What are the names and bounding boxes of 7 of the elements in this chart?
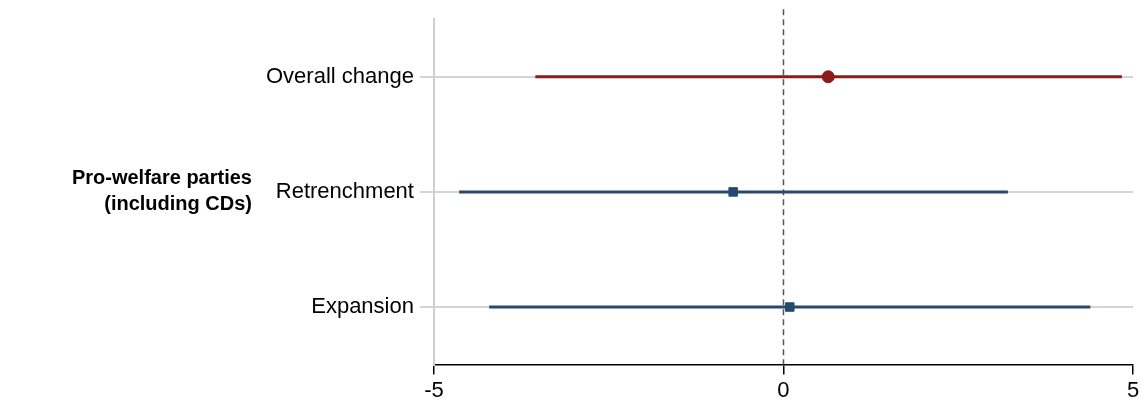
y-tick-label: Overall change: [265, 62, 414, 88]
y-tick-label: Retrenchment: [275, 177, 414, 203]
x-tick-label: -5: [424, 376, 444, 402]
x-tick-label: 5: [1126, 376, 1140, 402]
x-tick-label: 0: [777, 376, 790, 402]
y-axis-title: Pro-welfare parties (including CDs): [71, 166, 252, 215]
y-tick-label: Expansion: [311, 293, 414, 319]
